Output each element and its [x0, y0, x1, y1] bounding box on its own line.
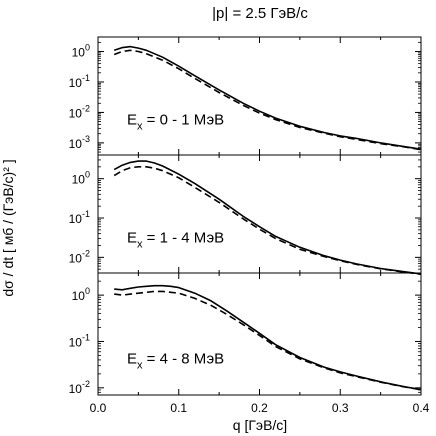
x-tick-label: 0.0 — [90, 401, 107, 415]
panel-annotation: Ex = 4 - 8 МэВ — [127, 350, 224, 371]
x-tick-label: 0.1 — [170, 401, 187, 415]
y-tick-label: 100 — [72, 170, 90, 187]
y-tick-label: 10-3 — [69, 134, 90, 151]
series-line-dashed — [113, 166, 422, 276]
y-tick-label: 100 — [72, 43, 90, 60]
series-line-solid — [113, 160, 422, 275]
chart-title: |p| = 2.5 ГэВ/с — [212, 5, 308, 22]
y-tick-label: 100 — [72, 286, 90, 303]
series-line-dashed — [114, 290, 422, 391]
x-tick-label: 0.3 — [332, 401, 349, 415]
panel-annotation: Ex = 1 - 4 МэВ — [127, 229, 224, 250]
x-axis-label: q [ГэВ/с] — [233, 417, 287, 433]
series-line-solid — [113, 45, 422, 150]
series-line-dashed — [113, 49, 422, 151]
y-axis-label: dσ / dt [ мб / (ГэВ/с)² ] — [0, 159, 16, 296]
y-tick-label: 10-2 — [69, 248, 90, 265]
panels-group: 100 10-1 10-2 10-3 Ex = 0 - 1 МэВ 100 10-1 10-2… — [69, 36, 430, 415]
y-tick-label: 10-2 — [69, 103, 90, 120]
panel-annotation: Ex = 0 - 1 МэВ — [127, 111, 224, 132]
x-tick-label: 0.2 — [251, 401, 268, 415]
series-line-solid — [114, 284, 422, 391]
y-tick-label: 10-1 — [69, 209, 90, 226]
y-tick-label: 10-1 — [69, 332, 90, 349]
panel-frame — [97, 154, 422, 274]
x-tick-label: 0.4 — [413, 401, 430, 415]
panel-frame — [97, 36, 422, 156]
y-tick-label: 10-1 — [69, 73, 90, 90]
y-tick-label: 10-2 — [69, 379, 90, 396]
